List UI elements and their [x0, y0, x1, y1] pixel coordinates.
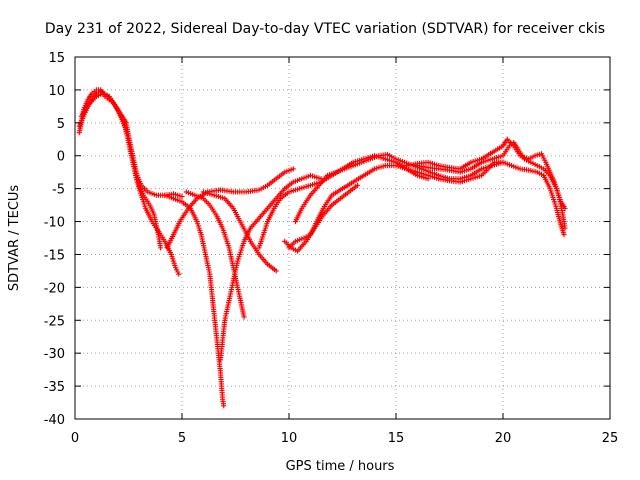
series-layer	[76, 87, 568, 409]
x-tick-label: 25	[602, 431, 619, 446]
ticks: 0 5 10 15 20 25 15 10 5 0 -5 -10 -15 -20 -25 -30 -35 -40	[44, 51, 619, 446]
y-tick-label: -15	[44, 248, 65, 263]
x-tick-label: 0	[71, 431, 79, 446]
series-up-branch-a	[164, 166, 296, 251]
series-dip-branch-c	[200, 189, 279, 274]
y-tick-label: 15	[48, 51, 65, 66]
plot-frame	[74, 56, 611, 420]
series-dip-recovery	[217, 172, 324, 363]
series-deep-dip	[162, 192, 227, 409]
series-morning-peak-3	[78, 90, 182, 277]
y-tick-label: -35	[44, 380, 65, 395]
y-axis-label: SDTVAR / TECUs	[7, 185, 22, 292]
series-up-branch-d	[282, 182, 361, 254]
y-tick-label: 0	[57, 150, 65, 165]
x-tick-label: 15	[388, 431, 405, 446]
series-morning-peak-2	[76, 88, 164, 251]
data-point	[221, 403, 227, 409]
y-tick-label: 10	[48, 84, 65, 99]
data-point	[176, 271, 182, 277]
y-tick-label: 5	[57, 117, 65, 132]
data-point	[179, 193, 185, 200]
data-point	[354, 182, 361, 188]
grid	[75, 57, 610, 419]
data-point	[273, 268, 279, 274]
x-tick-label: 5	[178, 431, 186, 446]
y-tick-label: -25	[44, 314, 65, 329]
y-tick-label: -40	[44, 413, 65, 428]
y-tick-label: -30	[44, 347, 65, 362]
chart-title: Day 231 of 2022, Sidereal Day-to-day VTE…	[45, 21, 605, 37]
y-tick-label: -5	[52, 183, 65, 198]
data-point	[561, 232, 567, 238]
data-point	[158, 245, 164, 251]
data-point	[562, 225, 568, 231]
data-point	[290, 166, 296, 172]
series-afternoon-b	[436, 159, 567, 238]
y-tick-label: -20	[44, 281, 65, 296]
series-afternoon-c	[404, 136, 568, 231]
data-point	[241, 314, 247, 320]
x-tick-label: 20	[495, 431, 512, 446]
series-dip-branch-b	[183, 189, 247, 320]
y-tick-label: -10	[44, 216, 65, 231]
x-axis-label: GPS time / hours	[286, 459, 395, 474]
x-tick-label: 10	[281, 431, 298, 446]
